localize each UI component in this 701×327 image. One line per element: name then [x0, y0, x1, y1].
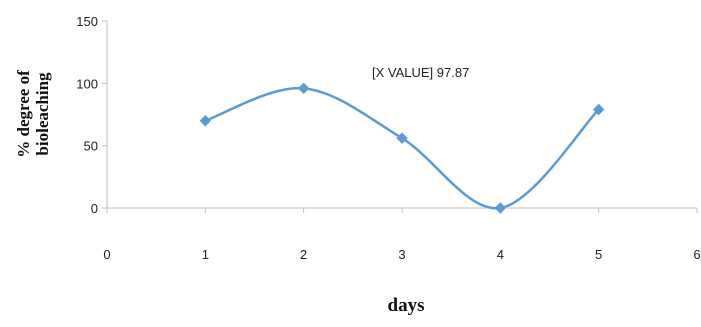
x-tick-label: 4 — [497, 247, 504, 262]
series-group — [199, 82, 605, 214]
data-annotation: [X VALUE] 97.87 — [372, 65, 469, 80]
x-tick-labels: 0 1 2 3 4 5 6 — [103, 208, 701, 262]
y-tick-label: 100 — [76, 76, 98, 91]
x-axis-label: days — [388, 295, 425, 316]
x-tick-label: 2 — [300, 247, 307, 262]
x-tick-label: 5 — [595, 247, 602, 262]
y-tick-labels: 0 50 100 150 — [76, 14, 107, 216]
x-tick-label: 0 — [103, 247, 110, 262]
series-line — [204, 87, 600, 210]
y-tick-label: 50 — [84, 139, 98, 154]
y-tick-label: 150 — [76, 14, 98, 29]
data-point-marker — [396, 132, 408, 144]
x-tick-label: 3 — [398, 247, 405, 262]
data-point-marker — [199, 115, 212, 127]
data-point-marker — [592, 103, 605, 116]
x-tick-label: 6 — [693, 247, 700, 262]
x-tick-label: 1 — [202, 247, 209, 262]
data-point-marker — [494, 202, 507, 214]
y-axis-label-line-1: % degree of — [14, 70, 33, 158]
data-point-marker — [297, 82, 310, 95]
y-axis-label-line-2: bioleaching — [33, 72, 52, 156]
axes — [106, 21, 697, 209]
y-tick-label: 0 — [91, 201, 98, 216]
